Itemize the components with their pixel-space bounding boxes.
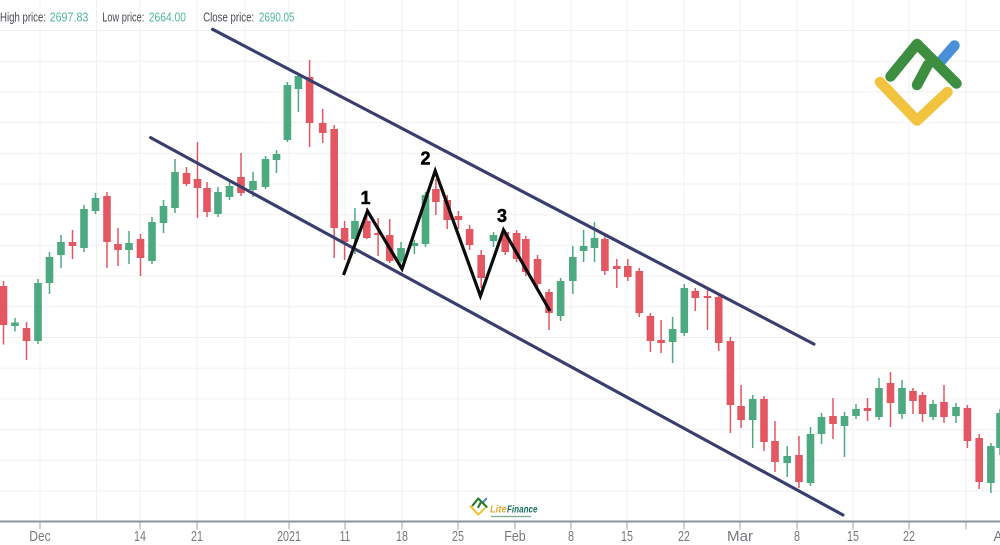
svg-text:Low price:: Low price: <box>102 10 144 25</box>
svg-text:15: 15 <box>621 529 633 545</box>
svg-text:2021: 2021 <box>277 529 301 545</box>
svg-text:18: 18 <box>396 529 408 545</box>
svg-text:1: 1 <box>360 188 370 208</box>
svg-text:2: 2 <box>420 149 430 169</box>
svg-text:2664.00: 2664.00 <box>149 10 186 25</box>
svg-text:Feb: Feb <box>504 529 526 545</box>
svg-text:14: 14 <box>134 529 146 545</box>
svg-text:Lite: Lite <box>490 504 507 516</box>
svg-text:22: 22 <box>678 529 690 545</box>
svg-text:2690.05: 2690.05 <box>259 10 295 25</box>
svg-text:2697.83: 2697.83 <box>50 10 89 25</box>
svg-text:15: 15 <box>847 529 859 545</box>
svg-text:Mar: Mar <box>727 529 753 545</box>
svg-text:3: 3 <box>497 206 507 226</box>
svg-text:25: 25 <box>452 529 464 545</box>
svg-text:Finance: Finance <box>507 504 538 516</box>
svg-text:High price:: High price: <box>0 10 46 25</box>
svg-text:Close price:: Close price: <box>203 10 254 25</box>
svg-text:21: 21 <box>191 529 203 545</box>
svg-text:8: 8 <box>568 529 574 545</box>
svg-text:Apr: Apr <box>994 529 1000 545</box>
svg-text:11: 11 <box>340 529 351 545</box>
svg-text:22: 22 <box>903 529 915 545</box>
svg-text:8: 8 <box>794 529 800 545</box>
svg-text:Dec: Dec <box>29 529 50 545</box>
